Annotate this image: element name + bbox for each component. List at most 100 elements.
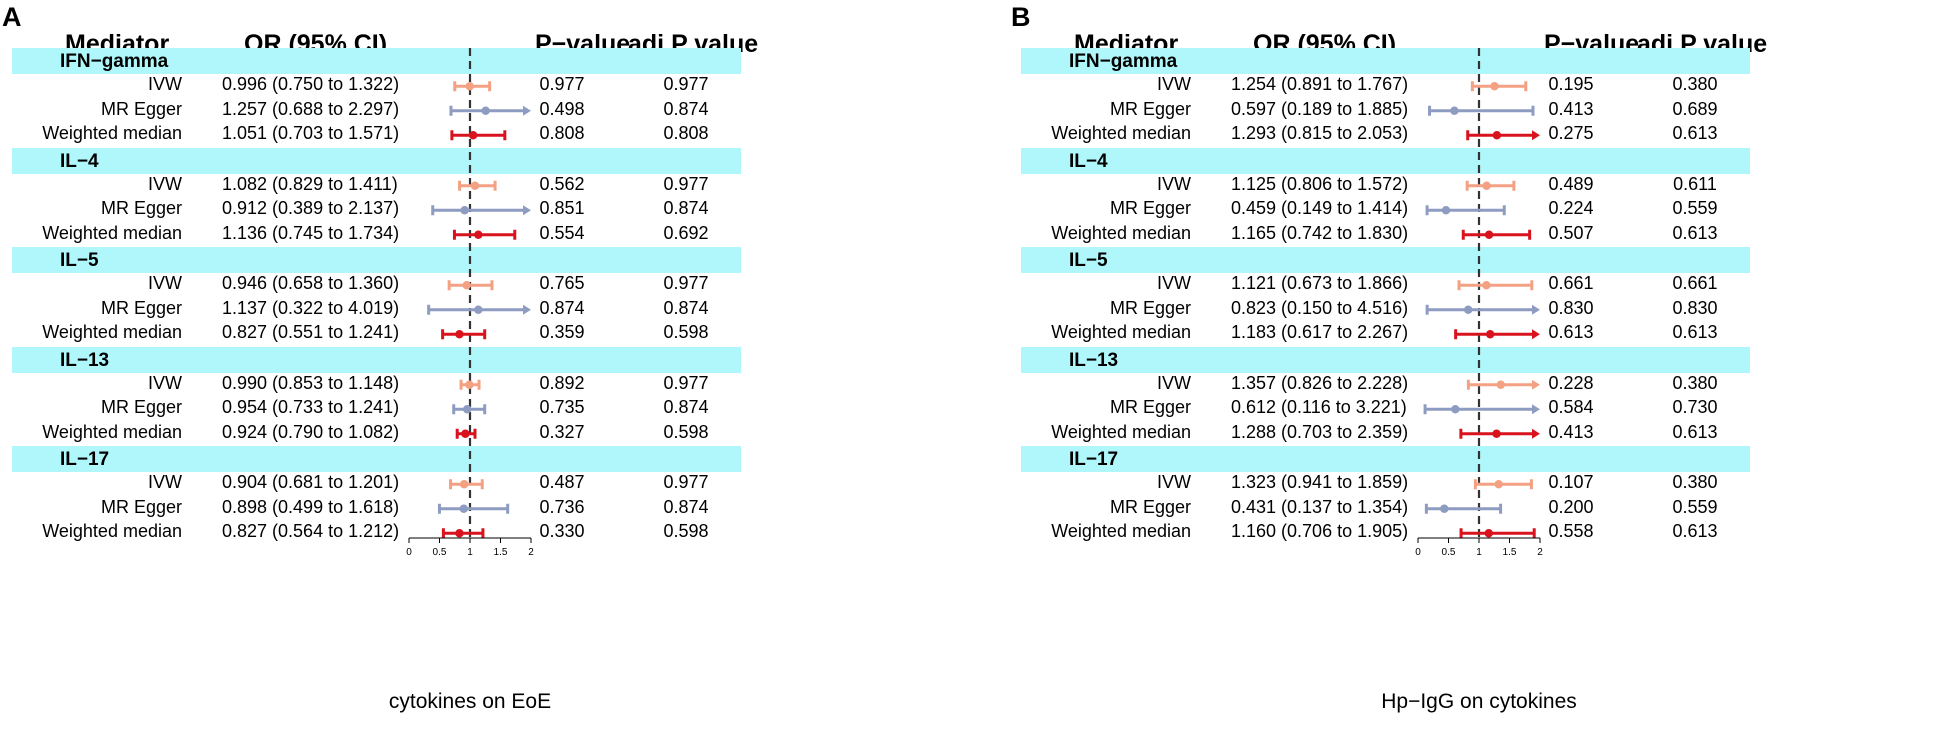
method-label: Weighted median <box>42 123 182 143</box>
or-ci-value: 1.136 (0.745 to 1.734) <box>222 222 400 243</box>
method-label: MR Egger <box>1109 98 1191 119</box>
table-row: IVW 1.254 (0.891 to 1.767) 0.195 0.380 <box>1009 73 1749 97</box>
p-value: 0.736 <box>539 496 585 517</box>
point-estimate <box>455 330 464 339</box>
adj-p-value: 0.874 <box>663 297 709 318</box>
forest-panel-b: B Mediator OR (95% CI) P−value adj P value IF… <box>1009 0 1949 752</box>
method-label: MR Egger <box>100 198 182 218</box>
adj-p-value: 0.380 <box>1672 74 1718 94</box>
table-row: Weighted median 1.165 (0.742 to 1.830) 0.5… <box>1009 222 1749 246</box>
x-tick-label: 2 <box>1537 547 1543 558</box>
method-label: IVW <box>1157 173 1191 194</box>
adj-p-value: 0.598 <box>663 521 709 541</box>
ci-arrow-high <box>1532 379 1540 390</box>
method-label: MR Egger <box>1109 198 1191 218</box>
table-row: Weighted median 0.827 (0.564 to 1.212) 0.3… <box>0 520 740 544</box>
p-value: 0.892 <box>539 372 585 393</box>
point-estimate <box>470 181 480 190</box>
p-value: 0.977 <box>539 74 585 94</box>
adj-p-value: 0.598 <box>663 322 709 342</box>
p-value: 0.275 <box>1548 123 1594 143</box>
p-value: 0.558 <box>1548 521 1594 541</box>
table-row: Weighted median 1.288 (0.703 to 2.359) 0.4… <box>1009 421 1749 445</box>
p-value: 0.562 <box>539 173 585 194</box>
adj-p-value: 0.730 <box>1672 397 1718 417</box>
method-label: MR Egger <box>1109 496 1191 517</box>
mediator-group-band: IL−5 <box>12 247 741 273</box>
method-label: Weighted median <box>1051 521 1191 541</box>
table-row: IVW 1.357 (0.826 to 2.228) 0.228 0.380 <box>1009 372 1749 396</box>
mediator-group-label: IL−17 <box>1069 449 1119 470</box>
adj-p-value: 0.692 <box>663 222 709 243</box>
adj-p-value: 0.613 <box>1672 521 1718 541</box>
adj-p-value: 0.380 <box>1672 372 1718 393</box>
point-estimate <box>465 380 474 389</box>
point-estimate <box>459 480 469 489</box>
mediator-group-band: IL−4 <box>1021 147 1750 174</box>
ci-arrow-high <box>523 105 531 116</box>
method-label: Weighted median <box>42 222 182 243</box>
x-tick-label: 0.5 <box>1442 547 1456 558</box>
mediator-group-label: IL−4 <box>1069 150 1108 172</box>
point-estimate <box>461 429 470 438</box>
p-value: 0.808 <box>539 123 585 143</box>
ci-arrow-high <box>523 205 531 216</box>
p-value: 0.874 <box>539 297 585 318</box>
forest-panel-a: A Mediator OR (95% CI) P−value adj P value IF… <box>0 0 940 752</box>
point-estimate <box>1492 429 1501 438</box>
adj-p-value: 0.380 <box>1672 472 1718 492</box>
point-estimate <box>460 206 469 215</box>
table-row: MR Egger 0.898 (0.499 to 1.618) 0.736 0.874 <box>0 496 740 520</box>
panel-letter: B <box>1011 2 1031 32</box>
method-label: IVW <box>1157 273 1191 293</box>
p-value: 0.195 <box>1548 74 1594 94</box>
p-value: 0.613 <box>1548 322 1594 342</box>
method-label: Weighted median <box>1051 123 1191 143</box>
adj-p-value: 0.689 <box>1672 98 1718 119</box>
or-ci-value: 0.823 (0.150 to 4.516) <box>1231 297 1409 318</box>
x-tick-label: 1.5 <box>494 547 508 558</box>
chart-caption: cytokines on EoE <box>388 690 552 713</box>
p-value: 0.765 <box>539 273 585 293</box>
point-estimate <box>1441 206 1451 215</box>
or-ci-value: 1.357 (0.826 to 2.228) <box>1231 372 1409 393</box>
table-row: IVW 0.904 (0.681 to 1.201) 0.487 0.977 <box>0 471 740 495</box>
mediator-group-band: IL−5 <box>1021 247 1750 273</box>
table-row: Weighted median 1.160 (0.706 to 1.905) 0.5… <box>1009 520 1749 544</box>
mediator-group-band: IFN−gamma <box>1021 48 1750 74</box>
table-row: Weighted median 0.827 (0.551 to 1.241) 0.3… <box>0 321 740 345</box>
table-row: IVW 1.323 (0.941 to 1.859) 0.107 0.380 <box>1009 471 1749 495</box>
table-row: IVW 1.121 (0.673 to 1.866) 0.661 0.661 <box>1009 272 1749 296</box>
p-value: 0.330 <box>539 521 585 541</box>
table-row: Weighted median 0.924 (0.790 to 1.082) 0.3… <box>0 421 740 445</box>
adj-p-value: 0.830 <box>1672 297 1718 318</box>
point-estimate <box>1496 380 1505 389</box>
method-label: Weighted median <box>42 521 182 541</box>
table-row: MR Egger 0.612 (0.116 to 3.221) 0.584 0.730 <box>1009 396 1749 420</box>
p-value: 0.554 <box>539 222 585 243</box>
p-value: 0.584 <box>1548 397 1594 417</box>
or-ci-value: 1.288 (0.703 to 2.359) <box>1231 421 1409 442</box>
x-tick-label: 0.5 <box>433 547 447 558</box>
or-ci-value: 0.431 (0.137 to 1.354) <box>1231 496 1409 517</box>
or-ci-value: 0.597 (0.189 to 1.885) <box>1231 98 1409 119</box>
or-ci-value: 1.125 (0.806 to 1.572) <box>1231 173 1409 194</box>
method-label: IVW <box>148 173 182 194</box>
table-row: MR Egger 0.459 (0.149 to 1.414) 0.224 0.559 <box>1009 197 1749 221</box>
point-estimate <box>468 131 478 140</box>
table-row: Weighted median 1.183 (0.617 to 2.267) 0.6… <box>1009 321 1749 345</box>
p-value: 0.327 <box>539 421 585 442</box>
or-ci-value: 1.051 (0.703 to 1.571) <box>222 123 400 143</box>
mediator-group-band: IL−17 <box>12 446 741 472</box>
p-value: 0.507 <box>1548 222 1594 243</box>
or-ci-value: 1.323 (0.941 to 1.859) <box>1231 472 1409 492</box>
method-label: Weighted median <box>42 421 182 442</box>
table-row: MR Egger 0.823 (0.150 to 4.516) 0.830 0.830 <box>1009 297 1749 321</box>
method-label: MR Egger <box>100 98 182 119</box>
or-ci-value: 0.990 (0.853 to 1.148) <box>222 372 400 393</box>
adj-p-value: 0.977 <box>663 273 709 293</box>
p-value: 0.487 <box>539 472 585 492</box>
adj-p-value: 0.977 <box>663 74 709 94</box>
adj-p-value: 0.613 <box>1672 123 1718 143</box>
point-estimate <box>1440 504 1449 513</box>
